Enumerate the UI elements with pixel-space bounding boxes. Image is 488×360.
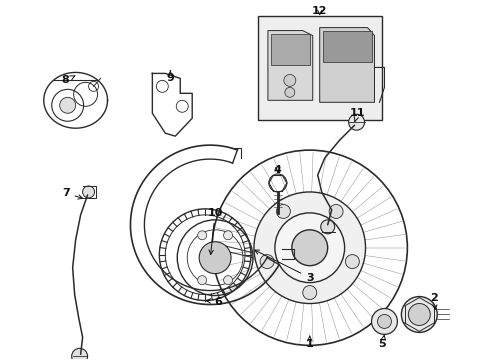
Circle shape [371, 309, 397, 334]
Polygon shape [270, 33, 309, 66]
Circle shape [345, 255, 359, 269]
Circle shape [82, 186, 94, 198]
Circle shape [274, 213, 344, 283]
Polygon shape [267, 31, 312, 100]
Polygon shape [322, 31, 371, 62]
Text: 4: 4 [273, 165, 281, 175]
Text: 8: 8 [61, 75, 75, 85]
Circle shape [199, 242, 230, 274]
Circle shape [401, 297, 436, 332]
Text: 6: 6 [206, 297, 222, 306]
Text: 11: 11 [349, 108, 365, 121]
Text: 7: 7 [61, 188, 82, 199]
Text: 9: 9 [166, 71, 174, 84]
Circle shape [260, 255, 274, 269]
Circle shape [253, 192, 365, 303]
Text: 10: 10 [207, 208, 223, 255]
Text: 2: 2 [429, 293, 437, 309]
Circle shape [283, 75, 295, 86]
Circle shape [60, 97, 76, 113]
Circle shape [328, 204, 343, 219]
Bar [258, 15, 382, 120]
Text: 12: 12 [311, 6, 327, 15]
Text: 1: 1 [305, 336, 313, 349]
Circle shape [320, 220, 334, 234]
Circle shape [223, 231, 232, 240]
Circle shape [407, 303, 429, 325]
Text: 5: 5 [378, 336, 386, 349]
Circle shape [197, 231, 206, 240]
Circle shape [197, 276, 206, 285]
Circle shape [276, 204, 290, 219]
Circle shape [285, 87, 294, 97]
Circle shape [302, 285, 316, 300]
Polygon shape [319, 28, 374, 102]
Circle shape [223, 276, 232, 285]
Circle shape [348, 114, 364, 130]
Circle shape [291, 230, 327, 266]
Circle shape [72, 348, 87, 360]
Circle shape [377, 315, 390, 328]
Text: 3: 3 [254, 250, 313, 283]
